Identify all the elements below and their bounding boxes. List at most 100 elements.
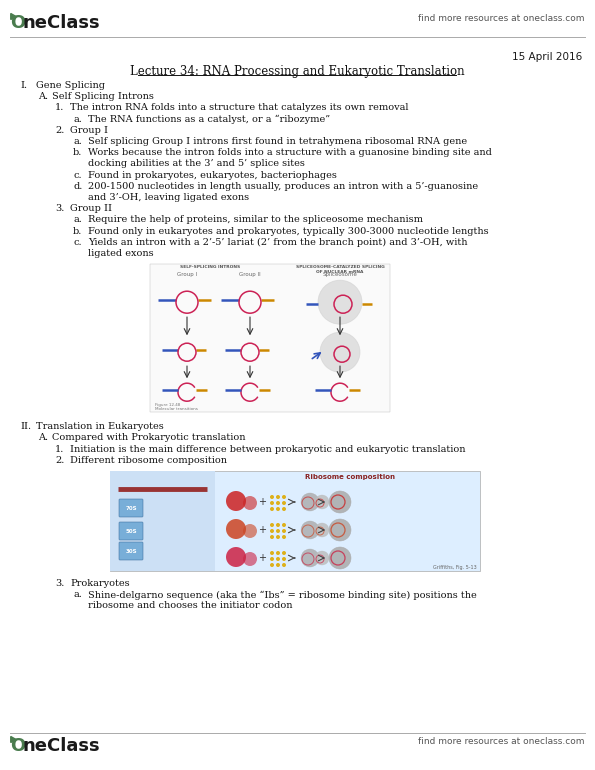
Text: Prokaryotes: Prokaryotes (70, 579, 130, 588)
Text: d.: d. (73, 182, 82, 191)
Text: A.: A. (38, 434, 48, 443)
Circle shape (270, 529, 274, 533)
Circle shape (315, 523, 329, 537)
Text: Compared with Prokaryotic translation: Compared with Prokaryotic translation (52, 434, 246, 443)
Text: Lecture 34: RNA Processing and Eukaryotic Translation: Lecture 34: RNA Processing and Eukaryoti… (130, 65, 464, 78)
Text: Self splicing Group I introns first found in tetrahymena ribosomal RNA gene: Self splicing Group I introns first foun… (88, 137, 467, 146)
Text: Griffiths, Fig. 5-13: Griffiths, Fig. 5-13 (433, 565, 477, 570)
FancyBboxPatch shape (110, 471, 480, 571)
Circle shape (243, 496, 257, 510)
FancyBboxPatch shape (119, 542, 143, 560)
Text: Group I: Group I (70, 126, 108, 135)
Circle shape (226, 491, 246, 511)
Circle shape (329, 519, 351, 541)
Text: b.: b. (73, 148, 82, 157)
Text: Found only in eukaryotes and prokaryotes, typically 300-3000 nucleotide lengths: Found only in eukaryotes and prokaryotes… (88, 226, 488, 236)
Text: A.: A. (38, 92, 48, 101)
Text: neClass: neClass (22, 14, 99, 32)
Circle shape (226, 519, 246, 539)
Text: 70S: 70S (125, 505, 137, 511)
Circle shape (318, 280, 362, 324)
Text: Shine-delgarno sequence (aka the “Ibs” = ribosome binding site) positions the: Shine-delgarno sequence (aka the “Ibs” =… (88, 590, 477, 600)
Text: a.: a. (73, 137, 82, 146)
Text: +: + (258, 553, 266, 563)
Text: 15 April 2016: 15 April 2016 (512, 52, 582, 62)
FancyBboxPatch shape (119, 499, 143, 517)
FancyBboxPatch shape (119, 522, 143, 540)
Text: SELF-SPLICING INTRONS: SELF-SPLICING INTRONS (180, 265, 240, 270)
Circle shape (243, 552, 257, 566)
Circle shape (282, 557, 286, 561)
Text: 3.: 3. (55, 204, 64, 213)
Text: 50S: 50S (125, 528, 137, 534)
Circle shape (329, 547, 351, 569)
Text: Group I: Group I (177, 273, 197, 277)
Text: Self Splicing Introns: Self Splicing Introns (52, 92, 154, 101)
Text: Ribosome composition: Ribosome composition (305, 474, 395, 480)
Text: and 3’-OH, leaving ligated exons: and 3’-OH, leaving ligated exons (88, 193, 249, 202)
Circle shape (329, 491, 351, 513)
Text: b.: b. (73, 226, 82, 236)
Text: II.: II. (20, 422, 31, 431)
Text: SPLICEOSOME-CATALYZED SPLICING
OF NUCLEAR mRNA: SPLICEOSOME-CATALYZED SPLICING OF NUCLEA… (296, 265, 384, 274)
Text: Works because the intron folds into a structure with a guanosine binding site an: Works because the intron folds into a st… (88, 148, 492, 157)
Text: 1.: 1. (55, 103, 64, 112)
Text: 2.: 2. (55, 126, 64, 135)
Text: neClass: neClass (22, 737, 99, 755)
FancyBboxPatch shape (110, 471, 215, 571)
Circle shape (282, 495, 286, 499)
Text: docking abilities at the 3’ and 5’ splice sites: docking abilities at the 3’ and 5’ splic… (88, 159, 305, 169)
Text: c.: c. (73, 238, 82, 247)
Circle shape (270, 507, 274, 511)
Text: Spliceosome: Spliceosome (322, 273, 358, 277)
Text: The intron RNA folds into a structure that catalyzes its own removal: The intron RNA folds into a structure th… (70, 103, 409, 112)
Circle shape (276, 501, 280, 505)
Text: +: + (258, 525, 266, 535)
Text: a.: a. (73, 216, 82, 224)
Text: 1.: 1. (55, 444, 64, 454)
Text: Group II: Group II (70, 204, 112, 213)
Text: I.: I. (20, 81, 27, 90)
Text: Group II: Group II (239, 273, 261, 277)
Circle shape (276, 495, 280, 499)
Circle shape (301, 493, 319, 511)
FancyBboxPatch shape (150, 264, 390, 412)
Circle shape (270, 557, 274, 561)
Text: O: O (10, 737, 25, 755)
Text: find more resources at oneclass.com: find more resources at oneclass.com (418, 14, 585, 23)
Circle shape (282, 551, 286, 555)
Text: Initiation is the main difference between prokaryotic and eukaryotic translation: Initiation is the main difference betwee… (70, 444, 465, 454)
Text: Yields an intron with a 2’-5’ lariat (2’ from the branch point) and 3’-OH, with: Yields an intron with a 2’-5’ lariat (2’… (88, 238, 468, 247)
Text: find more resources at oneclass.com: find more resources at oneclass.com (418, 737, 585, 746)
Text: O: O (10, 14, 25, 32)
Circle shape (243, 524, 257, 538)
Text: c.: c. (73, 171, 82, 179)
Circle shape (301, 549, 319, 567)
Circle shape (282, 529, 286, 533)
Circle shape (282, 507, 286, 511)
Text: Require the help of proteins, similar to the spliceosome mechanism: Require the help of proteins, similar to… (88, 216, 423, 224)
Text: 2.: 2. (55, 456, 64, 465)
Text: 30S: 30S (125, 548, 137, 554)
Circle shape (276, 507, 280, 511)
Circle shape (270, 563, 274, 567)
Text: Translation in Eukaryotes: Translation in Eukaryotes (36, 422, 164, 431)
Text: Gene Splicing: Gene Splicing (36, 81, 105, 90)
Text: 200-1500 nucleotides in length usually, produces an intron with a 5’-guanosine: 200-1500 nucleotides in length usually, … (88, 182, 478, 191)
Text: The RNA functions as a catalyst, or a “ribozyme”: The RNA functions as a catalyst, or a “r… (88, 115, 330, 124)
Text: 3.: 3. (55, 579, 64, 588)
Circle shape (226, 547, 246, 567)
Circle shape (270, 501, 274, 505)
Text: Found in prokaryotes, eukaryotes, bacteriophages: Found in prokaryotes, eukaryotes, bacter… (88, 171, 337, 179)
Text: ligated exons: ligated exons (88, 249, 154, 258)
Circle shape (320, 332, 360, 372)
Circle shape (276, 529, 280, 533)
Circle shape (270, 551, 274, 555)
Circle shape (276, 557, 280, 561)
Circle shape (276, 523, 280, 527)
Circle shape (315, 495, 329, 509)
Text: +: + (258, 497, 266, 507)
Text: a.: a. (73, 590, 82, 599)
Circle shape (282, 535, 286, 539)
Text: Different ribosome composition: Different ribosome composition (70, 456, 227, 465)
